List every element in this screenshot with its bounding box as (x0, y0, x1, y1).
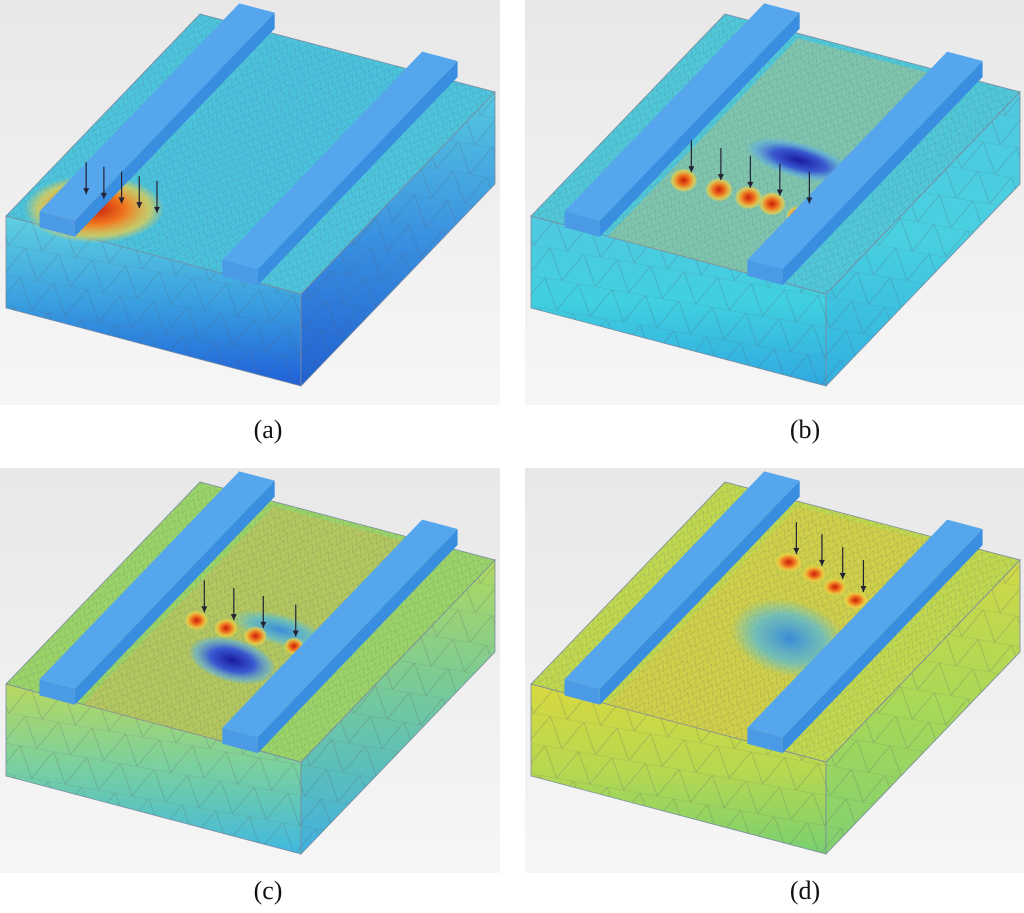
front-mesh (531, 216, 826, 386)
contour-low (231, 609, 329, 650)
rail-top (39, 3, 275, 221)
arrow-head (688, 166, 695, 173)
panel-label: (d) (790, 876, 820, 905)
contour-high (214, 618, 239, 639)
arrow-head (747, 181, 754, 188)
model-render (525, 468, 1024, 873)
arrow-head (100, 192, 107, 199)
rail-side (599, 12, 800, 237)
rail-side (599, 480, 800, 705)
rail-top (564, 471, 800, 689)
arrow-head (717, 174, 724, 181)
rail-top (747, 51, 983, 270)
arrow-head (136, 202, 143, 209)
arrow-head (839, 572, 846, 579)
rail-front (564, 679, 600, 705)
panel-label: (c) (254, 876, 283, 905)
contour-high (669, 168, 698, 193)
rail-front (222, 259, 258, 286)
rail-front (747, 259, 783, 286)
arrow-head (201, 606, 208, 613)
rail-top (39, 471, 275, 689)
side-mesh (826, 560, 1020, 854)
rail-top (564, 3, 800, 221)
panel-label: (a) (254, 415, 283, 444)
rail-side (74, 12, 275, 237)
front-mesh (531, 684, 826, 854)
arrow-head (118, 197, 125, 204)
rail-top (222, 519, 458, 738)
arrow-head (806, 197, 813, 204)
arrow-head (860, 586, 867, 593)
contour-low (188, 636, 277, 685)
arrow-head (153, 206, 160, 213)
model-render (0, 0, 500, 405)
contour-high (243, 626, 268, 646)
rail-side (782, 61, 983, 286)
arrow-head (793, 548, 800, 555)
front-mesh (6, 684, 301, 854)
front-mesh (6, 216, 301, 386)
contour-high (802, 564, 827, 583)
contour-high (822, 578, 847, 597)
arrow-head (230, 614, 237, 621)
contour-high (184, 610, 209, 631)
model-render (0, 468, 500, 873)
contour-high (774, 552, 803, 573)
side-mesh (301, 92, 495, 386)
rail-top (222, 51, 458, 270)
contour-high (843, 591, 868, 610)
contour-low (745, 137, 853, 183)
arrow-head (818, 559, 825, 566)
contour-high (734, 185, 763, 210)
contour-high (705, 177, 733, 202)
side-mesh (826, 92, 1020, 386)
rail-front (747, 727, 783, 754)
rail-front (39, 679, 75, 705)
rail-side (257, 61, 458, 286)
arrow-head (83, 188, 90, 195)
side-mesh (301, 560, 495, 854)
rail-side (257, 529, 458, 754)
rail-side (74, 480, 275, 705)
rail-top (747, 519, 983, 738)
panel-label: (b) (790, 415, 820, 444)
arrow-head (776, 189, 783, 196)
rail-front (39, 211, 75, 237)
model-render (525, 0, 1024, 405)
rail-side (782, 529, 983, 754)
arrow-head (260, 621, 267, 628)
arrow-head (292, 630, 299, 637)
contour-high (758, 191, 787, 216)
rail-front (564, 211, 600, 237)
rail-front (222, 727, 258, 754)
